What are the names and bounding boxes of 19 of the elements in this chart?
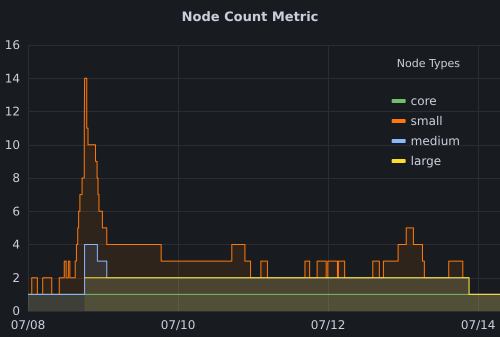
y-tick-label: 16 [4,38,20,52]
y-tick-label: 6 [12,204,20,218]
x-tick-label: 07/12 [310,318,346,332]
x-tick-label: 07/08 [10,318,46,332]
y-tick-label: 8 [12,171,20,185]
legend-title: Node Types [396,57,460,70]
y-tick-label: 2 [12,270,20,285]
y-tick-label: 12 [4,104,20,118]
chart-title: Node Count Metric [182,10,318,25]
y-tick-label: 14 [4,71,20,86]
y-tick-label: 4 [12,238,20,252]
y-tick-label: 0 [12,304,20,318]
legend-label: small [410,114,443,128]
x-tick-label: 07/10 [160,318,196,332]
legend-label: core [410,94,437,108]
legend-label: medium [410,134,460,148]
legend-label: large [410,154,442,168]
y-tick-label: 10 [4,138,20,152]
x-tick-label: 07/14 [460,318,496,332]
